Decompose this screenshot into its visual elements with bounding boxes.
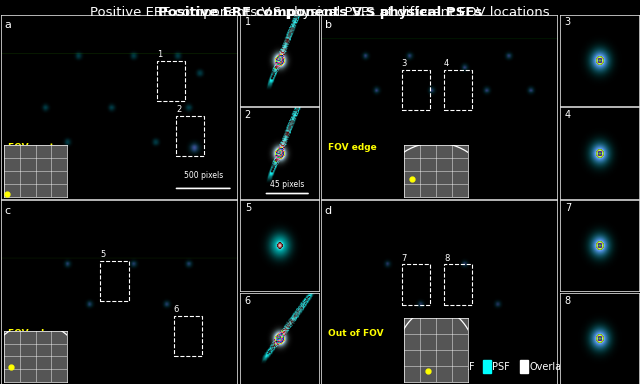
Text: ERF: ERF <box>456 361 474 372</box>
Bar <box>444 70 472 110</box>
Text: 8: 8 <box>564 296 571 306</box>
Text: 1: 1 <box>244 17 251 27</box>
Text: 5: 5 <box>244 203 251 213</box>
Bar <box>157 61 186 101</box>
Text: 3: 3 <box>564 17 571 27</box>
Text: 500 pixels: 500 pixels <box>184 171 223 180</box>
Text: Positive ERF components V.S physical PSFs: Positive ERF components V.S physical PSF… <box>158 6 482 19</box>
Bar <box>447 360 454 373</box>
Text: Positive ERF components V.S physical PSFs at different FOV locations: Positive ERF components V.S physical PSF… <box>90 6 550 19</box>
Text: 7: 7 <box>564 203 571 213</box>
Bar <box>444 265 472 305</box>
Text: 6: 6 <box>173 305 179 314</box>
Text: 3: 3 <box>401 59 407 68</box>
Bar <box>176 116 204 156</box>
Text: 4: 4 <box>444 59 449 68</box>
Text: 1: 1 <box>157 50 163 59</box>
Bar <box>401 70 430 110</box>
Bar <box>401 265 430 305</box>
Text: 45 pixels: 45 pixels <box>270 180 305 189</box>
Text: Overlay: Overlay <box>529 361 567 372</box>
Text: 5: 5 <box>100 250 106 259</box>
Text: FOV center: FOV center <box>8 143 65 152</box>
Text: a: a <box>5 20 12 30</box>
Bar <box>520 360 528 373</box>
Text: 2: 2 <box>176 105 181 114</box>
Text: Out of FOV: Out of FOV <box>328 329 384 338</box>
Text: c: c <box>5 205 11 215</box>
Bar <box>100 261 129 301</box>
Text: 4: 4 <box>564 110 571 120</box>
Text: 7: 7 <box>401 253 407 263</box>
Text: d: d <box>325 205 332 215</box>
Bar <box>173 316 202 356</box>
Text: b: b <box>325 20 332 30</box>
Text: FOV edge: FOV edge <box>8 329 57 338</box>
Text: PSF: PSF <box>493 361 510 372</box>
Bar <box>483 360 492 373</box>
Text: 2: 2 <box>244 110 251 120</box>
Text: FOV edge: FOV edge <box>328 143 377 152</box>
Text: 6: 6 <box>244 296 251 306</box>
Text: 8: 8 <box>444 253 449 263</box>
